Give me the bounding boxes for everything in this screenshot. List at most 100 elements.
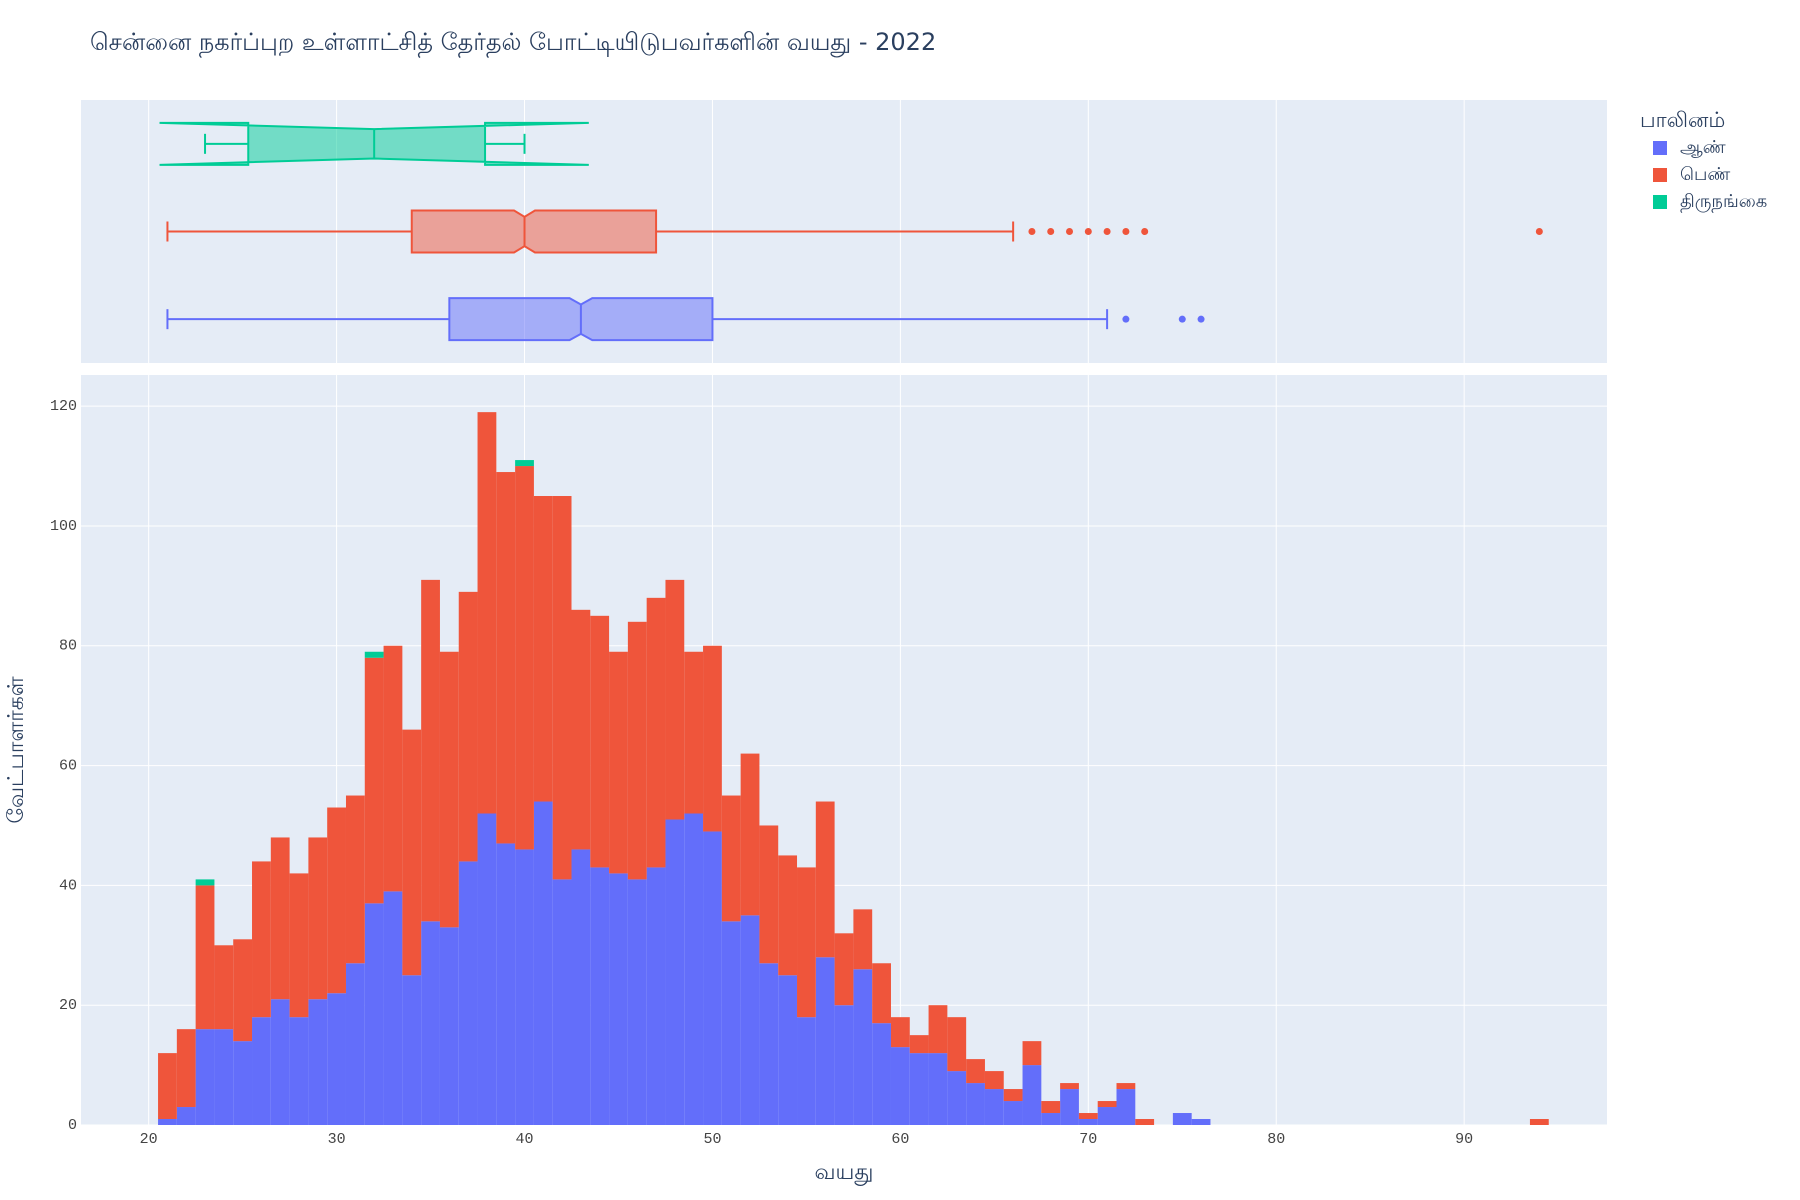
histogram-bar bbox=[439, 651, 459, 928]
y-tick-label: 80 bbox=[59, 638, 77, 655]
histogram-bar bbox=[515, 460, 534, 467]
legend-label: ஆண் bbox=[1680, 137, 1726, 158]
histogram-bar bbox=[759, 825, 779, 964]
histogram-bar bbox=[797, 867, 816, 1018]
outlier bbox=[1047, 228, 1055, 235]
histogram-bar bbox=[364, 903, 384, 1125]
histogram-bar bbox=[364, 657, 384, 904]
x-tick-label: 40 bbox=[516, 1131, 534, 1148]
histogram-bar bbox=[1116, 1083, 1136, 1090]
histogram-bar bbox=[872, 963, 891, 1024]
histogram-bar bbox=[703, 645, 722, 832]
histogram-bar bbox=[721, 795, 741, 922]
histogram-bar bbox=[195, 879, 215, 886]
histogram-bar bbox=[1191, 1119, 1211, 1125]
histogram-bar bbox=[947, 1017, 967, 1072]
histogram-bar bbox=[458, 591, 478, 862]
outlier bbox=[1141, 228, 1149, 235]
histogram-bar bbox=[1041, 1113, 1061, 1125]
histogram-bar bbox=[308, 837, 328, 1000]
legend-title: பாலினம் bbox=[1640, 108, 1725, 132]
histogram-bar bbox=[176, 1029, 196, 1108]
histogram-bar bbox=[646, 597, 666, 868]
histogram-bar bbox=[515, 466, 534, 850]
histogram-bar bbox=[665, 579, 685, 820]
y-tick-label: 40 bbox=[59, 877, 77, 894]
legend-swatch bbox=[1653, 141, 1667, 155]
histogram-bar bbox=[1529, 1119, 1549, 1125]
histogram-bar bbox=[233, 1041, 253, 1125]
histogram-bar bbox=[158, 1053, 177, 1120]
outlier bbox=[1066, 228, 1074, 235]
legend-label: திருநங்கை bbox=[1680, 191, 1767, 213]
histogram-bar bbox=[984, 1089, 1004, 1125]
y-tick-label: 20 bbox=[59, 997, 77, 1014]
histogram-bar bbox=[1097, 1107, 1117, 1125]
histogram-bar bbox=[383, 891, 403, 1125]
histogram-bar bbox=[815, 957, 835, 1125]
histogram-bar bbox=[496, 843, 516, 1125]
histogram-bar bbox=[421, 579, 440, 922]
histogram-bar bbox=[778, 855, 798, 976]
y-tick-label: 0 bbox=[68, 1117, 77, 1134]
x-tick-label: 70 bbox=[1079, 1131, 1097, 1148]
histogram-bar bbox=[289, 873, 309, 1018]
histogram-bar bbox=[252, 1017, 271, 1125]
histogram-bar bbox=[909, 1053, 929, 1125]
y-tick-label: 100 bbox=[50, 518, 77, 535]
outlier bbox=[1197, 315, 1205, 323]
histogram-bar bbox=[721, 921, 741, 1125]
histogram-bar bbox=[834, 1005, 854, 1125]
histogram-bar bbox=[759, 963, 779, 1125]
legend-swatch bbox=[1653, 195, 1667, 209]
histogram-bar bbox=[421, 921, 440, 1125]
histogram-bar bbox=[928, 1005, 948, 1054]
histogram-bar bbox=[327, 807, 346, 994]
histogram-bar bbox=[890, 1017, 910, 1048]
histogram-bar bbox=[195, 885, 215, 1030]
histogram-bar bbox=[984, 1071, 1004, 1090]
histogram-bar bbox=[515, 849, 534, 1125]
histogram-bar bbox=[1116, 1089, 1136, 1125]
histogram-bar bbox=[966, 1083, 985, 1125]
histogram-bar bbox=[327, 993, 346, 1125]
outlier bbox=[1028, 228, 1036, 235]
histogram-bar bbox=[496, 472, 516, 844]
histogram-bar bbox=[853, 969, 873, 1125]
histogram-bar bbox=[815, 801, 835, 958]
x-tick-label: 30 bbox=[328, 1131, 346, 1148]
x-tick-label: 80 bbox=[1267, 1131, 1285, 1148]
legend-swatch bbox=[1653, 168, 1667, 182]
histogram-bar bbox=[853, 909, 873, 970]
histogram-bar bbox=[214, 1029, 234, 1125]
histogram-bar bbox=[609, 873, 628, 1125]
x-tick-label: 90 bbox=[1455, 1131, 1473, 1148]
outlier bbox=[1122, 228, 1130, 235]
histogram-bar bbox=[872, 1023, 891, 1125]
outlier bbox=[1084, 228, 1092, 235]
chart-title: சென்னை நகர்ப்புற உள்ளாட்சித் தேர்தல் போட… bbox=[90, 28, 936, 58]
histogram-bar bbox=[890, 1047, 910, 1125]
histogram-bar bbox=[966, 1059, 985, 1084]
legend-label: பெண் bbox=[1680, 164, 1730, 185]
histogram-bar bbox=[1060, 1083, 1079, 1090]
y-tick-label: 120 bbox=[50, 398, 77, 415]
histogram-bar bbox=[1022, 1065, 1042, 1125]
outlier bbox=[1178, 315, 1186, 323]
histogram-bar bbox=[383, 645, 403, 892]
histogram-bar bbox=[1041, 1101, 1061, 1114]
histogram-bar bbox=[345, 963, 365, 1125]
histogram-bar bbox=[477, 813, 497, 1125]
histogram-bar bbox=[1097, 1101, 1117, 1108]
histogram-bar bbox=[1003, 1089, 1023, 1102]
histogram-bar bbox=[627, 879, 647, 1125]
histogram-bar bbox=[289, 1017, 309, 1125]
histogram-bar bbox=[627, 621, 647, 880]
box bbox=[410, 209, 658, 254]
y-tick-label: 60 bbox=[59, 758, 77, 775]
histogram-bar bbox=[233, 939, 253, 1042]
histogram-bar bbox=[477, 412, 497, 814]
histogram-bar bbox=[797, 1017, 816, 1125]
histogram-bar bbox=[1078, 1119, 1098, 1125]
histogram-bar bbox=[345, 795, 365, 964]
